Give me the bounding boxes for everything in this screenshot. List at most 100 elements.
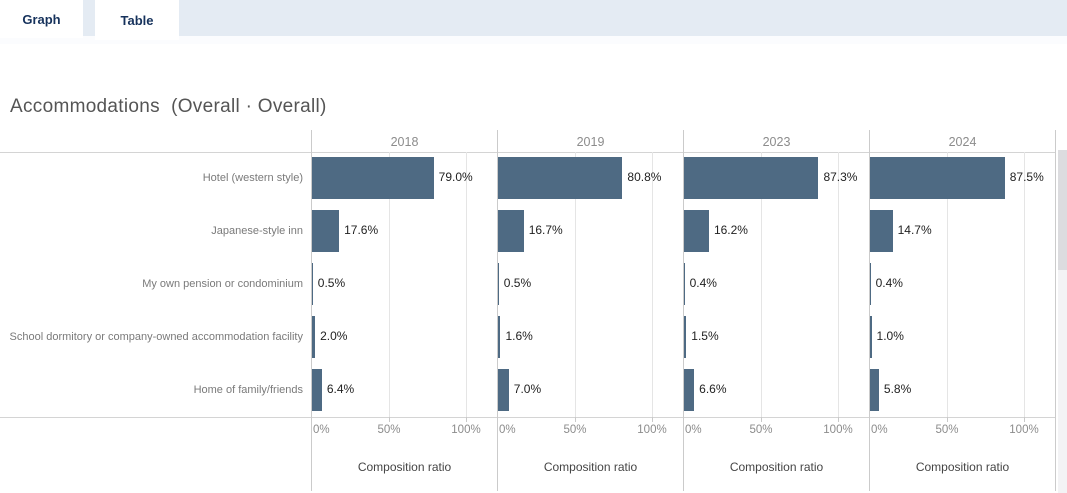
year-panel: 2019 80.8% 16.7% 0.5% 1.6% 7.0% 0% 50% 100% Compo… [498,130,683,493]
bar-value-label: 14.7% [897,223,932,237]
gridline [389,152,390,417]
tab-graph[interactable]: Graph [0,0,83,38]
category-labels-column: Hotel (western style) Japanese-style inn M… [0,152,303,417]
bar-mark[interactable] [312,157,434,199]
column-separator-line [311,130,312,491]
bar-mark[interactable] [684,369,695,411]
axis-tick-label: 50% [749,424,773,436]
header-divider-line [0,152,1055,153]
bar-mark[interactable] [312,263,313,305]
column-separator-line [869,130,870,491]
year-panel: 2018 79.0% 17.6% 0.5% 2.0% 6.4% 0% 50% 100% Compo… [312,130,497,493]
year-panel: 2023 87.3% 16.2% 0.4% 1.5% 6.6% 0% 50% 100% Compo… [684,130,869,493]
bar-value-label: 2.0% [320,329,348,343]
bar-value-label: 87.3% [823,170,858,184]
bar-mark[interactable] [312,316,316,358]
x-axis-title: Composition ratio [543,460,638,474]
vertical-scrollbar-track[interactable] [1058,150,1067,493]
axis-tick-label: 50% [377,424,401,436]
column-separator-line [1055,130,1056,491]
axis-tick-label: 100% [451,424,481,436]
bar-value-label: 79.0% [438,170,473,184]
bar-mark[interactable] [498,316,501,358]
tab-table[interactable]: Table [95,0,179,40]
bar-mark[interactable] [498,263,499,305]
category-label: School dormitory or company-owned accomm… [9,331,303,344]
panel-year-header: 2023 [762,135,791,149]
bar-mark[interactable] [498,210,524,252]
bar-mark[interactable] [870,210,893,252]
axis-tick-mark [466,417,467,422]
panel-year-header: 2024 [948,135,977,149]
axis-tick-mark [838,417,839,422]
bar-value-label: 80.8% [627,170,662,184]
gridline [652,152,653,417]
bar-mark[interactable] [870,316,872,358]
category-label: Japanese-style inn [211,225,303,238]
tab-table-label: Table [120,12,154,28]
axis-tick-label: 100% [637,424,667,436]
category-label: Home of family/friends [193,384,303,397]
axis-tick-mark [1024,417,1025,422]
bar-value-label: 1.5% [691,329,719,343]
bar-value-label: 6.4% [326,382,355,396]
bar-mark[interactable] [870,263,871,305]
axis-tick-label: 100% [823,424,853,436]
bar-mark[interactable] [684,316,687,358]
bar-value-label: 87.5% [1009,170,1044,184]
axis-tick-label: 50% [563,424,587,436]
axis-tick-mark [389,417,390,422]
bar-value-label: 1.6% [505,329,533,343]
panel-year-header: 2018 [390,135,419,149]
tab-graph-label: Graph [22,11,61,27]
bar-value-label: 7.0% [513,382,542,396]
gridline [838,152,839,417]
bar-mark[interactable] [870,157,1005,199]
axis-tick-label: 0% [313,424,330,436]
axis-tick-mark [947,417,948,422]
bar-mark[interactable] [684,210,709,252]
axis-tick-mark [761,417,762,422]
bar-mark[interactable] [498,369,509,411]
bar-mark[interactable] [684,263,685,305]
column-separator-line [497,130,498,491]
gridline [1024,152,1025,417]
axis-tick-label: 50% [935,424,959,436]
bar-mark[interactable] [684,157,819,199]
axis-base-line [0,417,1055,418]
x-axis-title: Composition ratio [915,460,1010,474]
bar-value-label: 17.6% [344,223,379,237]
x-axis-title: Composition ratio [357,460,452,474]
category-label: My own pension or condominium [142,278,303,291]
gridline [947,152,948,417]
bar-value-label: 6.6% [699,382,727,396]
axis-tick-label: 0% [871,424,888,436]
gridline [761,152,762,417]
bar-value-label: 0.5% [317,276,346,290]
bar-value-label: 0.5% [503,276,532,290]
gridline [575,152,576,417]
axis-tick-mark [575,417,576,422]
panel-year-header: 2019 [576,135,605,149]
axis-tick-label: 100% [1009,424,1039,436]
bar-value-label: 16.7% [528,223,563,237]
column-separator-line [683,130,684,491]
bar-mark[interactable] [312,210,340,252]
bar-value-label: 5.8% [883,382,912,396]
bar-mark[interactable] [870,369,879,411]
vertical-scrollbar-thumb[interactable] [1058,150,1067,270]
gridline [466,152,467,417]
bar-value-label: 1.0% [876,329,904,343]
bar-value-label: 16.2% [713,223,748,237]
bar-mark[interactable] [312,369,322,411]
bar-mark[interactable] [498,157,623,199]
chart-title: Accommodations (Overall · Overall) [10,96,327,117]
tab-underband [0,36,1067,44]
category-label: Hotel (western style) [202,172,303,185]
x-axis-title: Composition ratio [729,460,824,474]
bar-value-label: 0.4% [689,276,717,290]
year-panel: 2024 87.5% 14.7% 0.4% 1.0% 5.8% 0% 50% 100% Compo… [870,130,1055,493]
axis-tick-mark [652,417,653,422]
bar-value-label: 0.4% [875,276,903,290]
